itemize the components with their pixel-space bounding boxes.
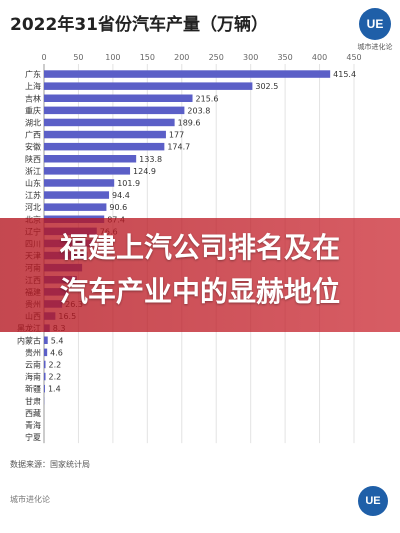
x-tick-label: 300 xyxy=(243,53,258,62)
value-label: 1.4 xyxy=(48,385,61,394)
bar xyxy=(44,336,48,344)
category-label: 广东 xyxy=(25,69,41,79)
category-label: 上海 xyxy=(25,81,41,91)
category-label: 青海 xyxy=(25,420,41,430)
category-label: 河北 xyxy=(25,202,41,212)
category-label: 甘肃 xyxy=(25,396,41,406)
category-label: 宁夏 xyxy=(25,432,41,442)
x-tick-label: 0 xyxy=(41,53,46,62)
x-tick-label: 50 xyxy=(73,53,83,62)
headline: 福建上汽公司排名及在 汽车产业中的显赫地位 xyxy=(0,226,400,314)
value-label: 4.6 xyxy=(50,348,63,357)
x-tick-label: 150 xyxy=(140,53,155,62)
brand-logo: UE 城市进化论 xyxy=(356,8,394,52)
bar xyxy=(44,372,46,381)
category-label: 江苏 xyxy=(25,190,41,200)
x-tick-label: 100 xyxy=(105,53,120,62)
value-label: 177 xyxy=(169,131,184,140)
bar xyxy=(44,360,46,369)
value-label: 101.9 xyxy=(117,179,140,188)
x-tick-label: 200 xyxy=(174,53,189,62)
bar xyxy=(44,179,115,187)
category-label: 湖北 xyxy=(25,118,41,127)
category-label: 海南 xyxy=(25,372,41,382)
category-label: 广西 xyxy=(25,130,41,140)
value-label: 94.4 xyxy=(112,191,130,200)
bar xyxy=(44,82,253,90)
bar xyxy=(44,191,110,199)
category-label: 西藏 xyxy=(25,408,41,418)
headline-banner xyxy=(0,218,400,332)
bar xyxy=(44,94,193,102)
category-label: 山东 xyxy=(25,178,41,188)
bar xyxy=(44,348,48,357)
bar xyxy=(44,118,175,127)
value-label: 174.7 xyxy=(167,143,190,152)
category-label: 陕西 xyxy=(25,154,41,164)
bar xyxy=(44,384,45,393)
category-label: 云南 xyxy=(25,359,41,369)
x-tick-label: 450 xyxy=(346,53,361,62)
ue-logo-icon: UE xyxy=(359,8,391,40)
value-label: 189.6 xyxy=(178,118,201,127)
category-label: 贵州 xyxy=(25,347,41,357)
category-label: 吉林 xyxy=(25,93,41,103)
bar xyxy=(44,142,165,151)
value-label: 2.2 xyxy=(49,373,62,382)
value-label: 133.8 xyxy=(139,155,162,164)
bar xyxy=(44,167,131,175)
value-label: 5.4 xyxy=(51,336,64,345)
value-label: 203.8 xyxy=(187,106,210,115)
value-label: 302.5 xyxy=(255,82,278,91)
headline-line-2: 汽车产业中的显赫地位 xyxy=(59,275,340,308)
value-label: 124.9 xyxy=(133,167,156,176)
x-tick-label: 400 xyxy=(312,53,327,62)
category-label: 重庆 xyxy=(25,105,41,115)
bar xyxy=(44,106,185,115)
category-label: 内蒙古 xyxy=(17,335,41,345)
footer-brand: 城市进化论 xyxy=(10,495,50,504)
value-label: 90.6 xyxy=(109,203,127,212)
x-tick-label: 250 xyxy=(209,53,224,62)
headline-line-1: 福建上汽公司排名及在 xyxy=(59,231,340,264)
category-label: 浙江 xyxy=(25,166,41,176)
bar xyxy=(44,130,166,139)
chart-title: 2022年31省份汽车产量（万辆） xyxy=(10,15,268,35)
category-label: 安徽 xyxy=(25,142,41,152)
category-label: 新疆 xyxy=(25,384,41,394)
x-tick-label: 350 xyxy=(277,53,292,62)
bar xyxy=(44,155,137,163)
bar xyxy=(44,70,331,78)
value-label: 415.4 xyxy=(333,70,356,79)
value-label: 215.6 xyxy=(196,94,219,103)
value-label: 2.2 xyxy=(49,360,62,369)
bar xyxy=(44,203,107,211)
ue-watermark-icon: UE xyxy=(358,486,388,516)
logo-caption: 城市进化论 xyxy=(357,43,393,51)
data-source: 数据来源：国家统计局 xyxy=(10,460,90,469)
